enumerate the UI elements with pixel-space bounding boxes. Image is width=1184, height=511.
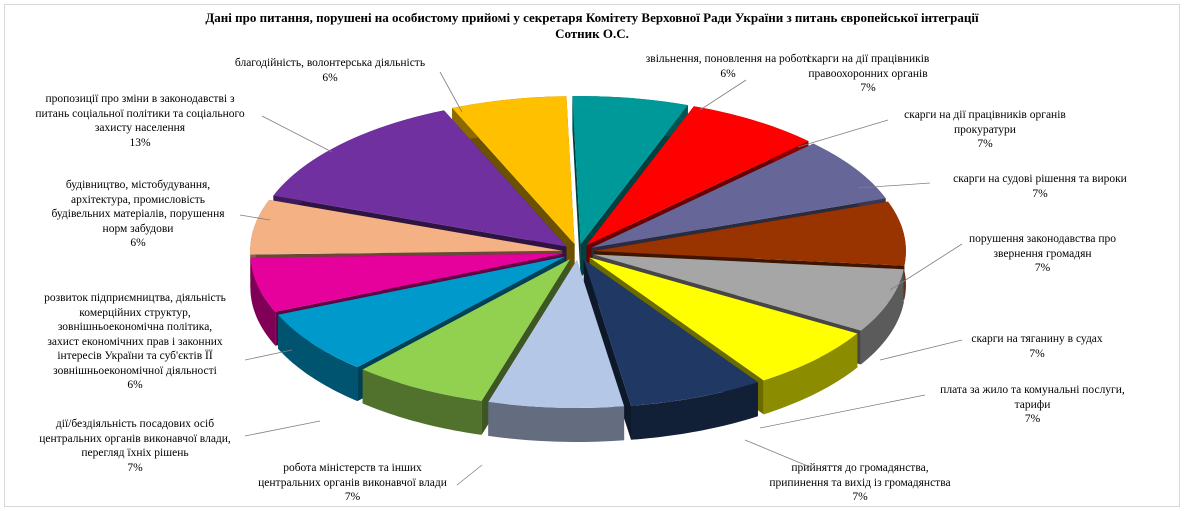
slice-4 xyxy=(593,254,904,331)
slice-wall-0-0 xyxy=(572,96,581,279)
slice-label-4: порушення законодавства про звернення гр… xyxy=(960,232,1125,276)
leader-line-2 xyxy=(797,119,889,148)
slice-7 xyxy=(488,259,625,408)
slice-value-label-7: 7% xyxy=(852,491,868,503)
slice-label-8: робота міністерств та інших центральних … xyxy=(240,461,465,505)
slice-2 xyxy=(591,143,886,248)
slice-label-text-13: благодійність, волонтерська діяльність xyxy=(234,57,426,69)
slice-side-10 xyxy=(250,257,276,346)
slice-12 xyxy=(273,110,567,247)
slice-label-text-6: плата за жило та комунальні послуги, тар… xyxy=(940,384,1125,411)
slice-label-text-3: скарги на судові рішення та вироки xyxy=(953,173,1127,185)
slice-10 xyxy=(250,253,563,312)
leader-line-7 xyxy=(744,439,811,468)
slice-label-7: прийняття до громадянства, припинення та… xyxy=(740,461,980,505)
slice-value-label-8: 7% xyxy=(344,491,361,503)
slice-label-12: пропозиції про зміни в законодавстві з п… xyxy=(10,92,270,150)
leader-line-5 xyxy=(879,339,963,361)
pie-tops xyxy=(250,96,906,408)
slice-label-text-11: будівництво, містобудування, архітектура… xyxy=(51,179,225,235)
slice-label-text-12: пропозиції про зміни в законодавстві з п… xyxy=(35,93,245,134)
slice-value-label-11: 6% xyxy=(130,237,146,249)
slice-label-3: скарги на судові рішення та вироки 7% xyxy=(940,172,1140,201)
slice-value-label-12: 13% xyxy=(129,136,151,149)
leader-line-3 xyxy=(857,182,931,189)
leader-line-4 xyxy=(889,243,963,291)
leader-line-12 xyxy=(261,115,333,153)
slice-label-2: скарги на дії працівників органів прокур… xyxy=(870,108,1100,152)
slice-side-4 xyxy=(860,269,904,365)
slice-side-9 xyxy=(278,314,358,402)
slice-label-5: скарги на тяганину в судах 7% xyxy=(962,332,1112,361)
slice-label-9: дії/бездіяльність посадових осіб централ… xyxy=(20,417,250,475)
slice-label-text-5: скарги на тяганину в судах xyxy=(971,333,1103,345)
leader-line-8 xyxy=(456,464,483,486)
chart-title: Дані про питання, порушені на особистому… xyxy=(205,10,979,25)
slice-value-label-10: 6% xyxy=(127,379,143,391)
slice-label-text-2: скарги на дії працівників органів прокур… xyxy=(904,109,1066,136)
slice-13 xyxy=(452,96,575,245)
slice-9 xyxy=(278,256,566,368)
chart-title-block: Дані про питання, порушені на особистому… xyxy=(0,10,1184,42)
slice-0 xyxy=(572,96,688,245)
leader-line-13 xyxy=(439,71,463,113)
slice-value-label-6: 7% xyxy=(1024,413,1041,425)
slice-label-13: благодійність, волонтерська діяльність 6% xyxy=(200,56,460,85)
slice-3 xyxy=(593,201,906,266)
chart-frame xyxy=(4,4,1180,507)
slice-value-label-9: 7% xyxy=(127,461,143,474)
slice-label-6: плата за жило та комунальні послуги, тар… xyxy=(920,383,1145,427)
slice-label-10: розвиток підприємництва, діяльність коме… xyxy=(20,291,250,393)
chart-subtitle: Сотник О.С. xyxy=(555,26,629,41)
slice-6 xyxy=(583,259,758,406)
slice-side-7 xyxy=(488,401,625,442)
slice-value-label-13: 6% xyxy=(322,71,338,84)
leader-lines xyxy=(239,71,963,486)
leader-line-9 xyxy=(244,420,321,437)
leader-line-11 xyxy=(239,214,271,221)
slice-side-6 xyxy=(631,382,758,440)
slice-side-5 xyxy=(763,333,858,415)
slice-label-text-4: порушення законодавства про звернення гр… xyxy=(968,233,1117,260)
slice-value-label-4: 7% xyxy=(1034,262,1051,274)
slice-label-text-9: дії/бездіяльність посадових осіб централ… xyxy=(39,418,231,459)
slice-value-label-1: 7% xyxy=(860,82,876,94)
slice-value-label-5: 7% xyxy=(1029,347,1045,360)
slice-label-text-1: скарги на дії працівників правоохоронних… xyxy=(806,53,930,80)
leader-line-10 xyxy=(244,349,293,361)
slice-label-11: будівництво, містобудування, архітектура… xyxy=(28,178,248,251)
leader-line-1 xyxy=(699,79,747,111)
slice-label-text-0: звільнення, поновлення на роботі xyxy=(645,53,811,65)
slice-value-label-3: 7% xyxy=(1032,187,1048,200)
slice-label-text-10: розвиток підприємництва, діяльність коме… xyxy=(44,292,226,377)
slice-8 xyxy=(362,258,571,401)
slice-5 xyxy=(589,257,858,381)
slice-11 xyxy=(250,199,563,255)
slice-label-text-8: робота міністерств та інших центральних … xyxy=(258,462,447,489)
slice-label-text-7: прийняття до громадянства, припинення та… xyxy=(769,462,951,489)
slice-label-0: звільнення, поновлення на роботі 6% xyxy=(628,52,828,81)
leader-line-6 xyxy=(759,394,926,429)
slice-side-8 xyxy=(362,369,482,435)
slice-value-label-2: 7% xyxy=(977,138,993,150)
slice-label-1: скарги на дії працівників правоохоронних… xyxy=(778,52,958,96)
slice-value-label-0: 6% xyxy=(720,67,736,80)
slice-1 xyxy=(586,106,809,246)
